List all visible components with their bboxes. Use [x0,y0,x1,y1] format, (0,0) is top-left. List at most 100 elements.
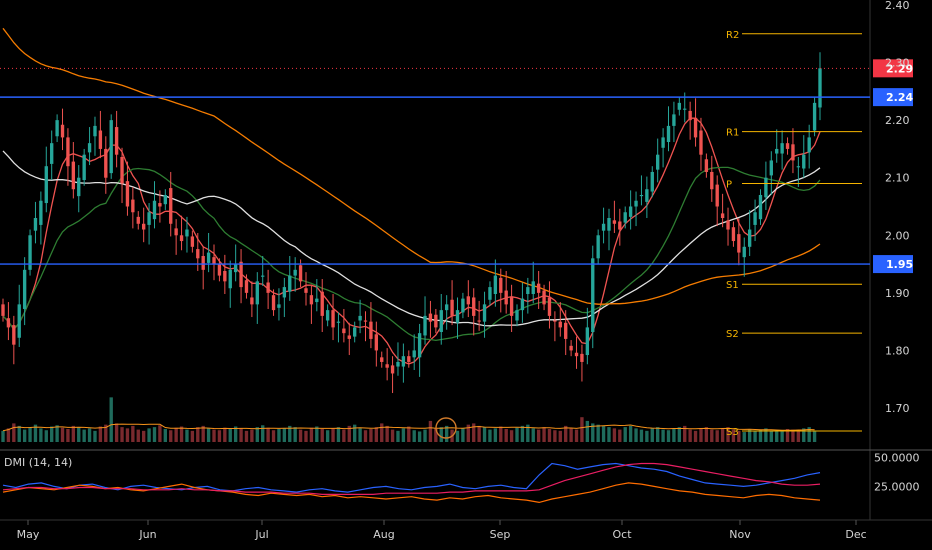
volume-bar [131,425,135,442]
volume-bar [472,423,476,442]
candle-body [309,295,314,305]
volume-bar [477,425,481,442]
candle-body [645,189,649,202]
candle-body [104,148,108,178]
price-tick-label: 2.30 [885,57,910,70]
volume-bar [628,425,633,442]
candle-body [163,194,167,205]
level-badge [873,88,913,107]
volume-bar [564,425,568,442]
volume-bar [785,428,790,442]
candle-body [380,357,384,362]
volume-bar [282,428,287,442]
candle-body [44,166,48,204]
candle-body [266,282,270,293]
x-tick-label: May [17,528,40,541]
volume-bar [380,423,384,442]
price-tick-label: 2.00 [885,229,910,242]
indicator-tick-label: 25.0000 [874,480,920,493]
candle-body [472,297,476,316]
volume-bar [623,427,627,442]
candle-body [564,322,568,339]
volume-bar [710,429,714,442]
candle-body [125,181,130,207]
candle-body [780,143,784,154]
volume-bar [87,428,92,442]
candle-body [607,218,611,231]
candle-body [699,130,703,155]
volume-bar [233,426,238,442]
candle-body [731,227,736,242]
candle-body [802,154,806,169]
price-tick-label: 2.10 [885,172,910,185]
volume-bar [791,429,795,442]
candle-body [174,228,178,236]
volume-bar [693,430,698,442]
candle-body [206,252,211,263]
volume-bar [315,426,319,442]
level-badge-label: 1.95 [886,258,913,271]
candle-body [666,125,671,143]
volume-bar [780,430,784,442]
candle-body [55,120,59,137]
candle-body [374,334,379,351]
candle-body [196,249,200,259]
volume-bar [466,424,470,442]
volume-bar [396,430,400,442]
candle-body [493,275,498,295]
candle-body [677,102,682,110]
x-tick-label: Jul [254,528,268,541]
candle-body [585,327,590,356]
volume-bar [136,429,140,442]
volume-bar [190,430,195,442]
volume-bar [656,427,660,442]
candle-body [553,320,557,322]
candle-body [407,356,411,362]
candle-body [71,161,76,190]
volume-bar [277,428,281,442]
candle-body [293,269,297,276]
ma-short-line [2,117,821,365]
candle-body [509,297,514,316]
candle-body [650,171,654,192]
volume-bar [212,429,216,442]
candle-body [499,277,503,293]
candle-body [753,212,757,225]
volume-bar [250,429,254,442]
volume-bar [812,430,817,442]
candle-body [710,171,714,190]
candle-body [271,295,276,311]
candle-body [515,310,519,321]
candle-body [672,114,676,126]
x-tick-label: Aug [373,528,394,541]
candle-body [217,264,222,276]
candle-body [250,297,254,305]
candle-body [612,220,617,224]
candle-body [82,154,86,181]
volume-bar [634,428,638,442]
volume-bar [201,425,205,442]
candle-body [444,304,449,311]
candle-body [385,364,389,368]
volume-bar [618,429,622,442]
candle-body [704,159,709,172]
candle-body [6,318,11,328]
candle-body [628,206,633,217]
volume-bar [71,425,76,442]
candle-body [618,221,622,230]
volume-bar [796,430,801,442]
price-tick-label: 1.70 [885,402,910,415]
volume-bar [152,427,157,442]
volume-bar [228,428,232,442]
candle-body [325,310,330,321]
price-tick-label: 1.90 [885,287,910,300]
volume-bar [22,429,27,442]
volume-bar [558,430,562,442]
volume-bar [163,428,167,442]
volume-bar [536,429,541,442]
candle-body [363,320,368,322]
volume-bar [353,424,357,442]
candle-body [141,223,146,230]
volume-bar [33,424,38,442]
